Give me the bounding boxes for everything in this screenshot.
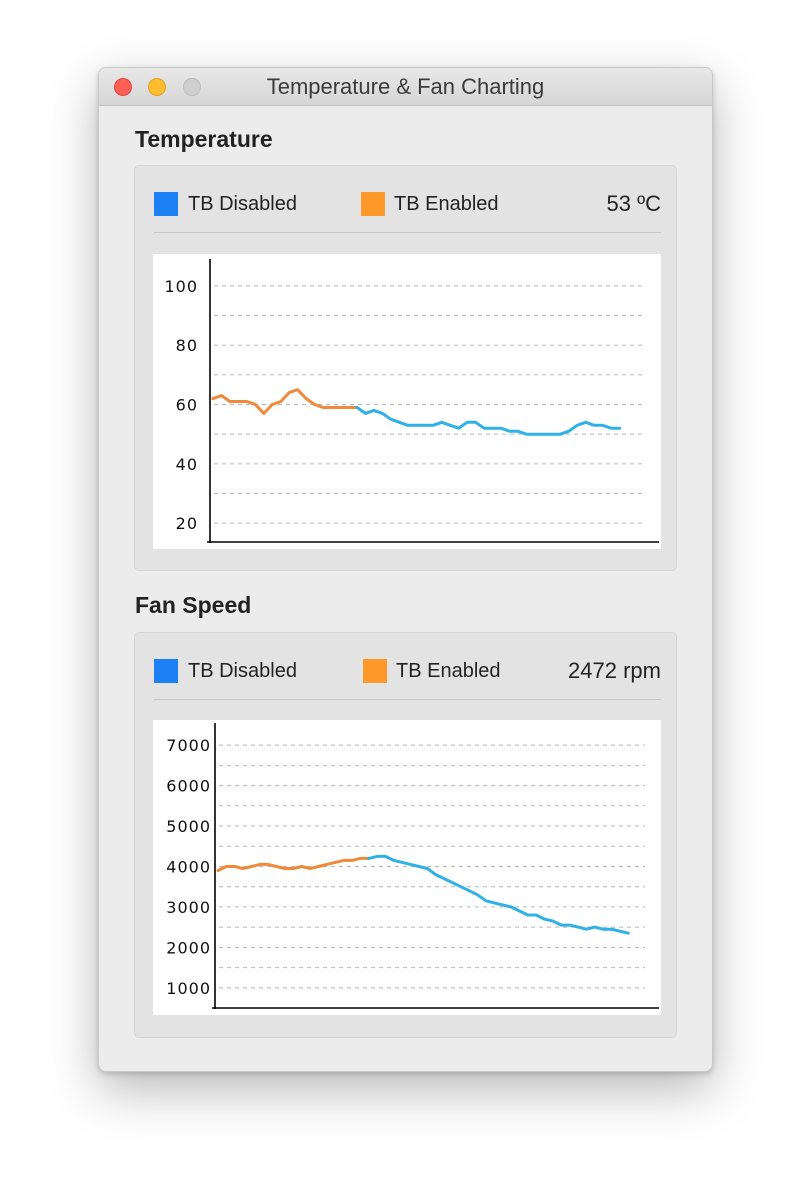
close-window-button[interactable] <box>114 78 132 96</box>
y-tick-label: 40 <box>176 455 198 474</box>
y-tick-label: 80 <box>176 336 198 355</box>
fan-readout: 2472 rpm <box>568 658 661 683</box>
zoom-window-button[interactable] <box>183 78 201 96</box>
temperature-readout: 53 ºC <box>606 191 661 216</box>
fan-chart-svg: 1000 2000 3000 4000 5000 6000 7000 <box>166 723 659 1009</box>
legend-swatch-disabled <box>154 192 178 216</box>
legend-label-enabled: TB Enabled <box>396 660 501 682</box>
series-line-tb-enabled <box>216 856 371 872</box>
minimize-window-button[interactable] <box>148 78 166 96</box>
y-tick-label: 100 <box>164 277 198 296</box>
fan-legend: TB Disabled TB Enabled 2472 rpm <box>154 633 661 700</box>
y-tick-label: 6000 <box>166 777 211 796</box>
legend-label-disabled: TB Disabled <box>188 193 297 215</box>
fan-section-title: Fan Speed <box>135 592 252 618</box>
y-tick-label: 1000 <box>166 979 211 998</box>
y-tick-label: 20 <box>176 514 198 533</box>
fan-panel: TB Disabled TB Enabled 2472 rpm 1000 2000… <box>134 632 677 1038</box>
legend-swatch-enabled <box>363 659 387 683</box>
y-tick-label: 5000 <box>166 817 211 836</box>
temperature-section-title: Temperature <box>135 126 273 152</box>
legend-swatch-disabled <box>154 659 178 683</box>
temperature-chart-svg: 20 40 60 80 100 <box>164 259 659 543</box>
temperature-panel: TB Disabled TB Enabled 53 ºC 20 40 60 80 100 <box>134 165 677 571</box>
y-tick-label: 2000 <box>166 938 211 957</box>
y-tick-label: 60 <box>176 396 198 415</box>
series-line-tb-disabled <box>355 406 622 436</box>
legend-swatch-enabled <box>361 192 385 216</box>
window-title: Temperature & Fan Charting <box>266 74 545 99</box>
fan-chart: 1000 2000 3000 4000 5000 6000 7000 <box>153 720 661 1015</box>
temperature-legend: TB Disabled TB Enabled 53 ºC <box>154 166 661 233</box>
y-tick-label: 7000 <box>166 736 211 755</box>
title-bar[interactable]: Temperature & Fan Charting <box>99 68 712 106</box>
series-line-tb-disabled <box>367 854 630 935</box>
y-tick-label: 3000 <box>166 898 211 917</box>
temperature-chart: 20 40 60 80 100 <box>153 254 661 549</box>
legend-label-enabled: TB Enabled <box>394 193 499 215</box>
main-window: Temperature & Fan Charting Temperature T… <box>98 67 713 1072</box>
legend-label-disabled: TB Disabled <box>188 660 297 682</box>
series-line-tb-enabled <box>211 388 359 415</box>
y-tick-label: 4000 <box>166 857 211 876</box>
